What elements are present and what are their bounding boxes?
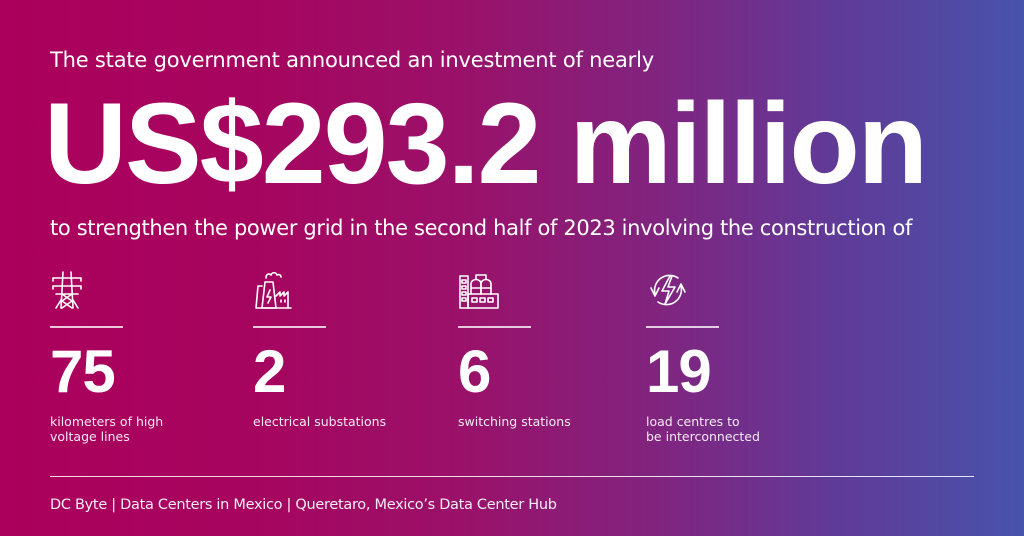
intro-text: The state government announced an invest…: [50, 48, 654, 72]
footer-divider: [50, 476, 974, 477]
stat-rule: [458, 326, 531, 328]
power-plant-icon: [255, 271, 292, 309]
energy-cycle-icon: [650, 274, 686, 306]
stat-value: 6: [458, 338, 491, 405]
stat-value: 75: [50, 338, 116, 405]
stat-rule: [50, 326, 123, 328]
headline-amount: US$293.2 million: [44, 80, 928, 208]
footer-source: DC Byte | Data Centers in Mexico | Quere…: [50, 497, 557, 513]
stat-label: load centres to be interconnected: [646, 414, 760, 444]
stat-substations: 2 electrical substations: [253, 270, 433, 429]
stat-label: kilometers of high voltage lines: [50, 414, 164, 444]
subline-text: to strengthen the power grid in the seco…: [50, 216, 913, 240]
stat-high-voltage-lines: 75 kilometers of high voltage lines: [50, 270, 230, 444]
stat-label: electrical substations: [253, 414, 387, 429]
stat-label: switching stations: [458, 414, 571, 429]
stat-value: 2: [253, 338, 286, 405]
stat-load-centres: 19 load centres to be interconnected: [646, 270, 826, 444]
stat-value: 19: [646, 338, 712, 405]
stat-rule: [253, 326, 326, 328]
transmission-tower-icon: [52, 271, 82, 309]
stat-rule: [646, 326, 719, 328]
stat-switching-stations: 6 switching stations: [458, 270, 638, 429]
switching-station-icon: [459, 274, 499, 309]
